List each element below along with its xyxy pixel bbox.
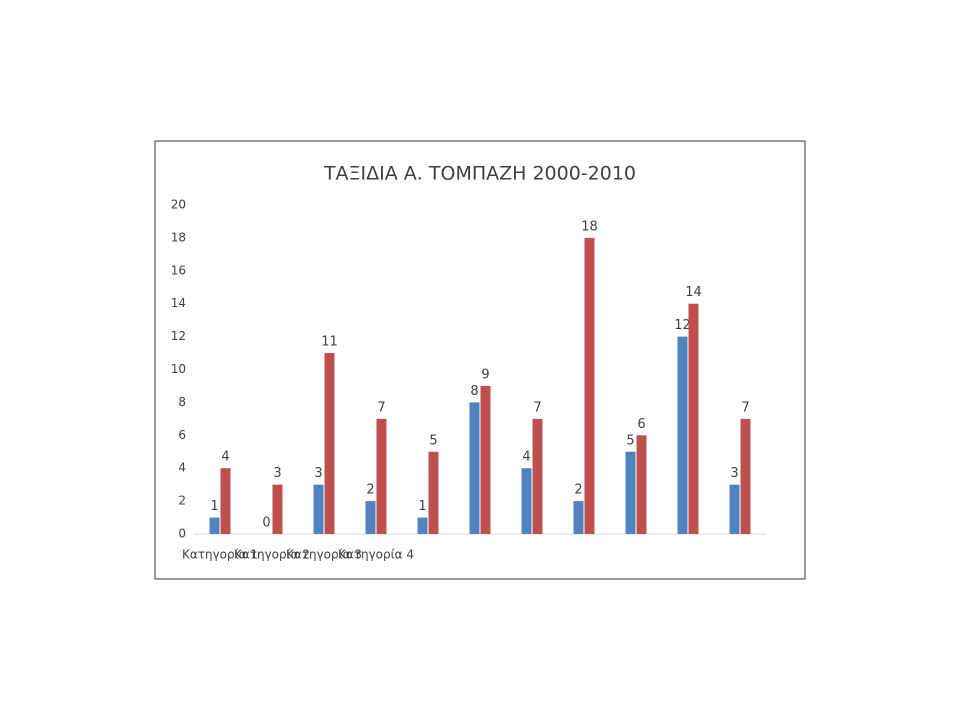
data-label: 4 [221, 450, 229, 465]
bar [469, 402, 480, 534]
data-label: 8 [470, 384, 478, 399]
bar [740, 418, 751, 534]
chart-title: ΤΑΞΙΔΙΑ Α. ΤΟΜΠΑΖΗ 2000-2010 [323, 163, 636, 185]
bar [625, 451, 636, 534]
data-label: 14 [685, 285, 702, 300]
data-label: 3 [730, 466, 738, 481]
data-label: 4 [522, 450, 530, 465]
bar [324, 353, 335, 534]
data-label: 3 [314, 466, 322, 481]
y-tick-label: 18 [171, 230, 186, 244]
data-label: 1 [418, 499, 426, 514]
data-label: 2 [366, 483, 374, 498]
data-label: 9 [481, 367, 489, 382]
bar [220, 468, 231, 534]
bar [480, 385, 491, 534]
data-label: 12 [674, 318, 691, 333]
bar [209, 517, 220, 534]
y-tick-label: 6 [178, 428, 186, 442]
bar [584, 237, 595, 534]
data-label: 18 [581, 219, 598, 234]
data-label: 7 [377, 400, 385, 415]
bar [532, 418, 543, 534]
bar [272, 484, 283, 534]
y-tick-label: 4 [178, 461, 186, 475]
y-tick-label: 8 [178, 395, 186, 409]
chart-frame [154, 140, 806, 580]
bar [677, 336, 688, 534]
bar [521, 468, 532, 534]
y-tick-label: 16 [171, 263, 186, 277]
bar [417, 517, 428, 534]
bar [636, 435, 647, 534]
y-tick-label: 12 [171, 329, 186, 343]
data-label: 6 [637, 417, 645, 432]
data-label: 7 [533, 400, 541, 415]
x-tick-label: Κατηγορία 1 [182, 548, 258, 562]
data-label: 7 [741, 400, 749, 415]
y-tick-label: 14 [171, 296, 186, 310]
data-label: 11 [321, 335, 338, 350]
bar [376, 418, 387, 534]
bar [428, 451, 439, 534]
x-tick-label: Κατηγορία 4 [338, 548, 414, 562]
data-label: 2 [574, 483, 582, 498]
x-tick-label: Κατηγορία 3 [286, 548, 362, 562]
bar [313, 484, 324, 534]
x-tick-label: Κατηγορία 2 [234, 548, 310, 562]
bar [729, 484, 740, 534]
y-tick-label: 2 [178, 494, 186, 508]
data-label: 5 [626, 433, 634, 448]
bar [688, 303, 699, 534]
y-tick-label: 0 [178, 527, 186, 541]
data-label: 3 [273, 466, 281, 481]
data-label: 5 [429, 433, 437, 448]
data-label: 0 [262, 516, 270, 531]
bar [365, 501, 376, 534]
data-label: 1 [210, 499, 218, 514]
y-tick-label: 20 [171, 198, 186, 212]
bar [573, 501, 584, 534]
y-tick-label: 10 [171, 362, 186, 376]
